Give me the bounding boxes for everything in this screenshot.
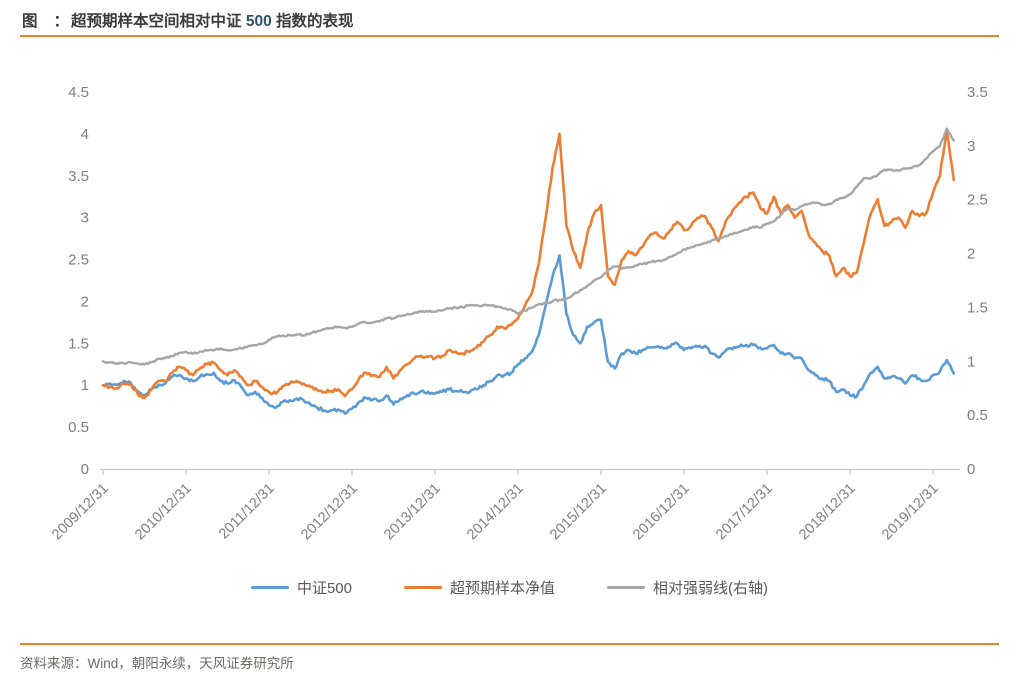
svg-text:3.5: 3.5 <box>967 84 988 101</box>
legend-label: 超预期样本净值 <box>450 580 556 597</box>
svg-text:2014/12/31: 2014/12/31 <box>464 481 527 544</box>
legend-line-swatch-orange <box>404 585 442 590</box>
figure-title: 超预期样本空间相对中证 500 指数的表现 <box>71 13 354 30</box>
svg-text:2: 2 <box>81 293 89 310</box>
svg-text:3.5: 3.5 <box>68 168 89 185</box>
svg-text:2011/12/31: 2011/12/31 <box>216 481 278 543</box>
figure-title-suffix: 指数的表现 <box>271 13 354 30</box>
svg-text:4: 4 <box>81 126 89 143</box>
svg-text:2.5: 2.5 <box>967 192 988 209</box>
svg-text:3: 3 <box>967 138 975 155</box>
legend-line-swatch-blue <box>250 585 289 590</box>
svg-text:2.5: 2.5 <box>68 252 89 269</box>
svg-text:2016/12/31: 2016/12/31 <box>630 481 693 544</box>
legend-item-relative-strength: 相对强弱线(右轴) <box>607 577 768 598</box>
svg-text:0.5: 0.5 <box>68 419 89 436</box>
svg-text:2019/12/31: 2019/12/31 <box>879 481 942 544</box>
legend-label: 中证500 <box>296 580 352 597</box>
figure-label: 图 <box>22 13 38 30</box>
svg-text:3: 3 <box>81 210 89 227</box>
figure-title-number: 500 <box>245 13 272 30</box>
title-rule <box>20 35 999 37</box>
svg-text:2012/12/31: 2012/12/31 <box>298 481 361 544</box>
figure-header: 图 ：超预期样本空间相对中证 500 指数的表现 <box>22 9 999 31</box>
figure-colon: ： <box>53 13 70 30</box>
footer-rule <box>20 643 999 645</box>
source-note: 资料来源：Wind，朝阳永续，天风证券研究所 <box>20 656 294 671</box>
svg-text:2013/12/31: 2013/12/31 <box>381 481 444 544</box>
svg-text:1.5: 1.5 <box>967 299 988 316</box>
svg-text:0: 0 <box>81 461 89 478</box>
legend-label: 相对强弱线(右轴) <box>653 580 769 597</box>
svg-text:4.5: 4.5 <box>68 84 89 101</box>
svg-text:2009/12/31: 2009/12/31 <box>49 481 112 544</box>
svg-text:2017/12/31: 2017/12/31 <box>713 481 776 544</box>
svg-text:2010/12/31: 2010/12/31 <box>132 481 195 544</box>
chart-legend: 中证500 超预期样本净值 相对强弱线(右轴) <box>0 577 1019 598</box>
svg-text:2: 2 <box>967 246 975 263</box>
legend-item-surprise-sample: 超预期样本净值 <box>404 577 555 598</box>
figure-title-prefix: 超预期样本空间相对中证 <box>71 13 246 30</box>
svg-text:1: 1 <box>81 377 89 394</box>
svg-text:0.5: 0.5 <box>967 407 988 424</box>
svg-text:1: 1 <box>967 353 975 370</box>
legend-line-swatch-gray <box>607 585 646 590</box>
svg-text:2018/12/31: 2018/12/31 <box>796 481 859 544</box>
svg-text:2015/12/31: 2015/12/31 <box>547 481 610 544</box>
chart-canvas: 2009/12/31 2010/12/31 2011/12/31 2012/12/31… <box>49 84 988 544</box>
svg-text:1.5: 1.5 <box>68 335 89 352</box>
svg-text:0: 0 <box>967 461 975 478</box>
legend-item-csi500: 中证500 <box>250 577 352 598</box>
